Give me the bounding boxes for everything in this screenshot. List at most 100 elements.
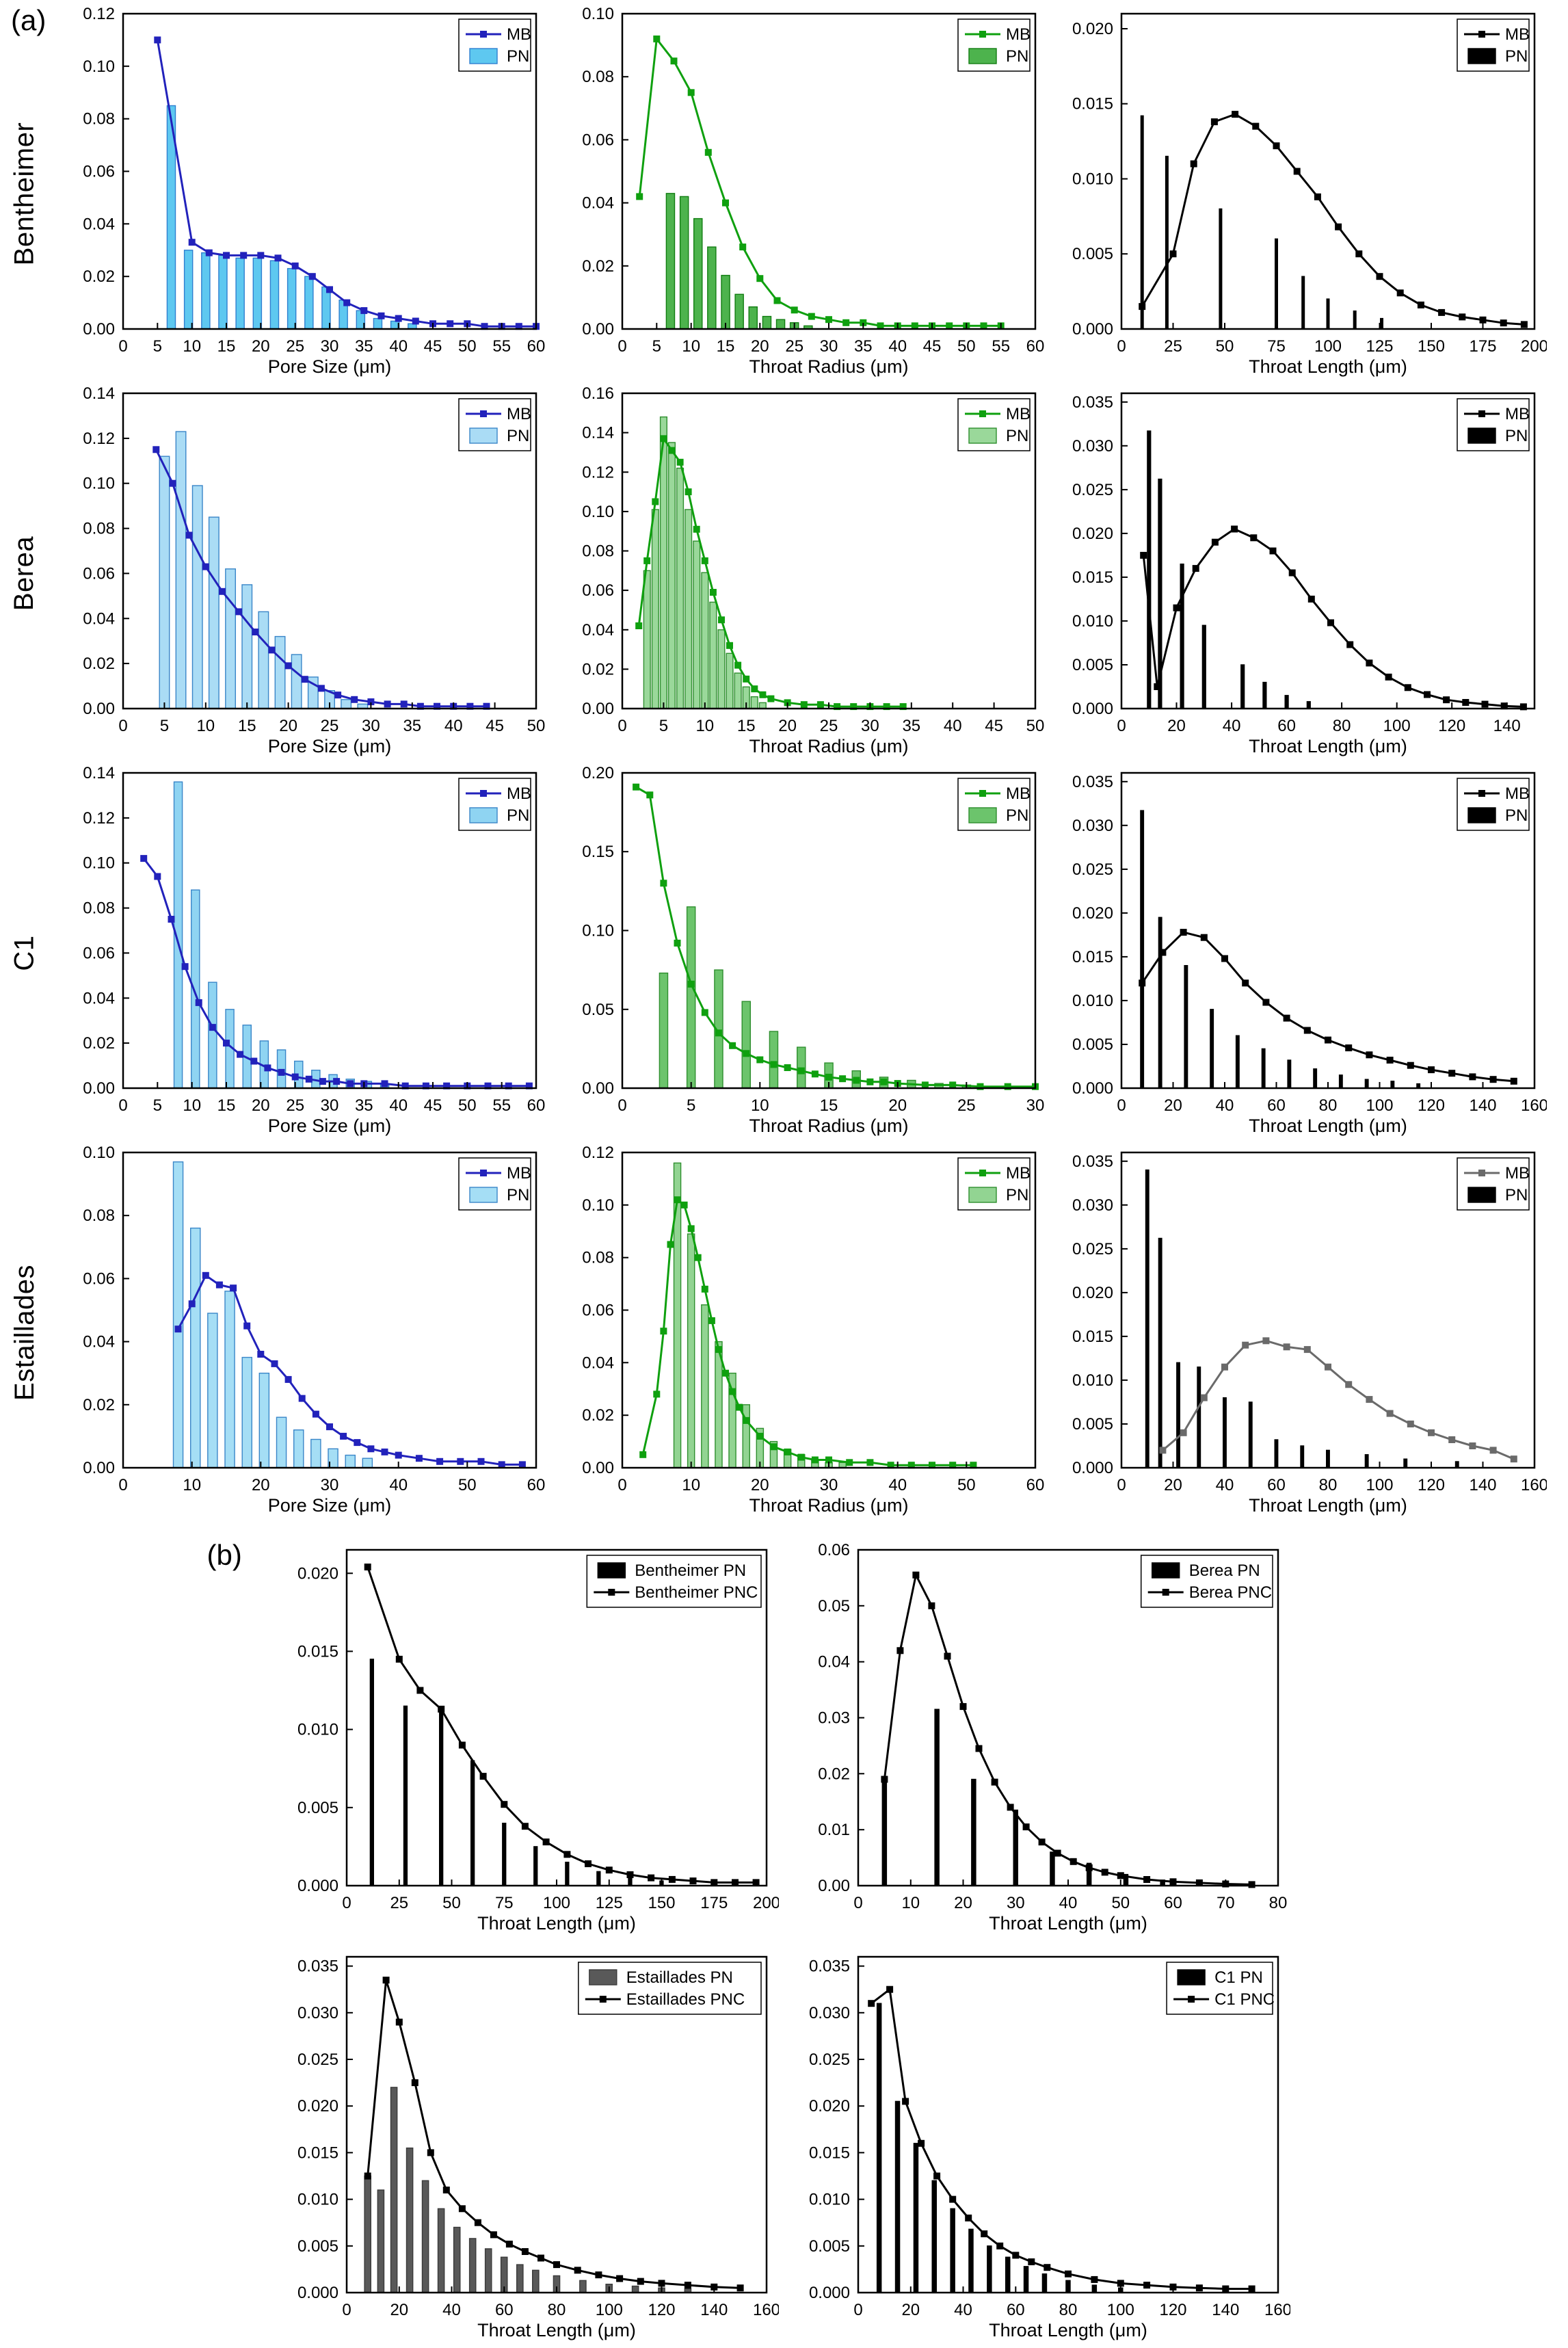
svg-text:Estaillades PNC: Estaillades PNC — [626, 1990, 744, 2009]
svg-text:175: 175 — [1469, 337, 1496, 356]
svg-text:120: 120 — [1418, 1476, 1445, 1494]
svg-text:25: 25 — [390, 1894, 408, 1912]
svg-text:Pore Size (μm): Pore Size (μm) — [268, 356, 392, 377]
svg-text:0.000: 0.000 — [297, 2284, 338, 2302]
svg-text:0.08: 0.08 — [582, 68, 614, 86]
svg-text:45: 45 — [985, 717, 1003, 735]
svg-text:50: 50 — [957, 1476, 976, 1494]
svg-text:0.06: 0.06 — [582, 131, 614, 149]
svg-text:60: 60 — [1026, 1476, 1045, 1494]
svg-text:0.000: 0.000 — [1072, 700, 1113, 718]
svg-text:PN: PN — [507, 806, 529, 825]
svg-text:0.020: 0.020 — [1072, 1284, 1113, 1302]
svg-text:0: 0 — [853, 2301, 862, 2319]
svg-text:15: 15 — [737, 717, 756, 735]
svg-text:0.12: 0.12 — [582, 1144, 614, 1162]
svg-text:0.005: 0.005 — [1072, 1036, 1113, 1054]
svg-text:175: 175 — [700, 1894, 728, 1912]
svg-text:Pore Size (μm): Pore Size (μm) — [268, 1495, 392, 1516]
row-label-wrap-estaillades: Estaillades — [0, 1143, 49, 1522]
svg-text:40: 40 — [1059, 1894, 1077, 1912]
svg-text:0.00: 0.00 — [582, 1459, 614, 1477]
svg-text:MB: MB — [1006, 1164, 1031, 1183]
svg-text:0.12: 0.12 — [83, 430, 115, 448]
chart-b-estaillades-throat-length: 0 20 40 60 80 100 120 140 160 0.000 0.005 0.010 0.01… — [272, 1947, 784, 2347]
svg-text:0.030: 0.030 — [1072, 817, 1113, 835]
svg-text:0.00: 0.00 — [582, 1079, 614, 1098]
svg-text:50: 50 — [458, 1096, 477, 1115]
svg-text:120: 120 — [1438, 717, 1465, 735]
svg-text:0: 0 — [1117, 717, 1126, 735]
chart-c1-pore-size: 0 5 10 15 20 25 30 35 40 45 50 55 60 0.00 0.02 0.04 0.06… — [49, 763, 548, 1143]
svg-text:0: 0 — [1117, 1476, 1126, 1494]
svg-text:0.04: 0.04 — [83, 989, 115, 1007]
svg-text:50: 50 — [458, 337, 477, 356]
svg-text:50: 50 — [1026, 717, 1045, 735]
svg-text:80: 80 — [1268, 1894, 1287, 1912]
svg-text:120: 120 — [1418, 1096, 1445, 1115]
svg-text:160: 160 — [1521, 1096, 1547, 1115]
svg-text:80: 80 — [547, 2301, 566, 2319]
svg-text:75: 75 — [494, 1894, 513, 1912]
chart-berea-throat-radius: 0 5 10 15 20 25 30 35 40 45 50 0.00 0.02 0.04 0.06 0.08… — [548, 384, 1048, 763]
row-label-wrap-c1: C1 — [0, 763, 49, 1143]
svg-text:0.020: 0.020 — [1072, 904, 1113, 923]
svg-text:0.035: 0.035 — [808, 1957, 849, 1976]
svg-text:0.06: 0.06 — [83, 944, 115, 962]
svg-text:5: 5 — [160, 717, 169, 735]
svg-text:20: 20 — [778, 717, 797, 735]
svg-text:PN: PN — [507, 47, 529, 66]
part-b: (b) 0 25 50 75 100 125 150 175 200 0.000 0.005 0.01… — [0, 1539, 1568, 2347]
svg-text:55: 55 — [992, 337, 1010, 356]
svg-text:30: 30 — [820, 337, 838, 356]
svg-text:0.005: 0.005 — [808, 2237, 849, 2256]
svg-text:0.04: 0.04 — [83, 1333, 115, 1351]
svg-text:20: 20 — [279, 717, 297, 735]
chart-bentheimer-throat-radius: 0 5 10 15 20 25 30 35 40 45 50 55 60 0.00 0.02 0.04 0.06… — [548, 4, 1048, 384]
svg-text:MB: MB — [507, 25, 531, 44]
svg-text:60: 60 — [1277, 717, 1296, 735]
svg-text:35: 35 — [854, 337, 873, 356]
svg-text:0: 0 — [342, 2301, 351, 2319]
svg-text:0.025: 0.025 — [808, 2050, 849, 2069]
svg-text:25: 25 — [1164, 337, 1182, 356]
svg-text:10: 10 — [682, 337, 700, 356]
svg-text:60: 60 — [1164, 1894, 1182, 1912]
svg-text:0.02: 0.02 — [83, 267, 115, 286]
svg-text:40: 40 — [1216, 1096, 1234, 1115]
svg-text:0.020: 0.020 — [1072, 525, 1113, 543]
svg-text:30: 30 — [1026, 1096, 1045, 1115]
svg-text:40: 40 — [944, 717, 962, 735]
svg-text:60: 60 — [1267, 1476, 1286, 1494]
svg-text:Pore Size (μm): Pore Size (μm) — [268, 1116, 392, 1136]
svg-text:35: 35 — [355, 1096, 373, 1115]
svg-text:0.05: 0.05 — [582, 1001, 614, 1019]
svg-text:125: 125 — [595, 1894, 622, 1912]
svg-text:0.030: 0.030 — [297, 2004, 338, 2022]
svg-text:Throat Length (μm): Throat Length (μm) — [989, 2320, 1147, 2340]
row-label-estaillades: Estaillades — [9, 1265, 40, 1401]
svg-text:0.015: 0.015 — [808, 2143, 849, 2162]
svg-text:160: 160 — [1264, 2301, 1290, 2319]
svg-text:35: 35 — [355, 337, 373, 356]
svg-text:0.035: 0.035 — [1072, 1152, 1113, 1171]
svg-text:0: 0 — [118, 337, 127, 356]
svg-text:0.035: 0.035 — [297, 1957, 338, 1976]
row-label-wrap-bentheimer: Bentheimer — [0, 4, 49, 384]
svg-text:0.06: 0.06 — [818, 1541, 850, 1559]
svg-text:0.10: 0.10 — [83, 475, 115, 493]
svg-text:0.10: 0.10 — [83, 1144, 115, 1162]
svg-text:20: 20 — [901, 2301, 920, 2319]
chart-b-bentheimer-throat-length: 0 25 50 75 100 125 150 175 200 0.000 0.005 0.010 0.0… — [272, 1540, 784, 1940]
svg-text:140: 140 — [1212, 2301, 1239, 2319]
svg-text:10: 10 — [183, 1096, 201, 1115]
svg-text:0.030: 0.030 — [1072, 1196, 1113, 1215]
svg-text:60: 60 — [527, 337, 546, 356]
svg-text:100: 100 — [595, 2301, 622, 2319]
svg-text:150: 150 — [648, 1894, 675, 1912]
svg-text:PN: PN — [1006, 1186, 1028, 1204]
svg-text:Throat Radius (μm): Throat Radius (μm) — [749, 1495, 908, 1516]
svg-text:0.06: 0.06 — [83, 163, 115, 181]
svg-text:0.020: 0.020 — [1072, 20, 1113, 38]
svg-text:140: 140 — [1493, 717, 1521, 735]
